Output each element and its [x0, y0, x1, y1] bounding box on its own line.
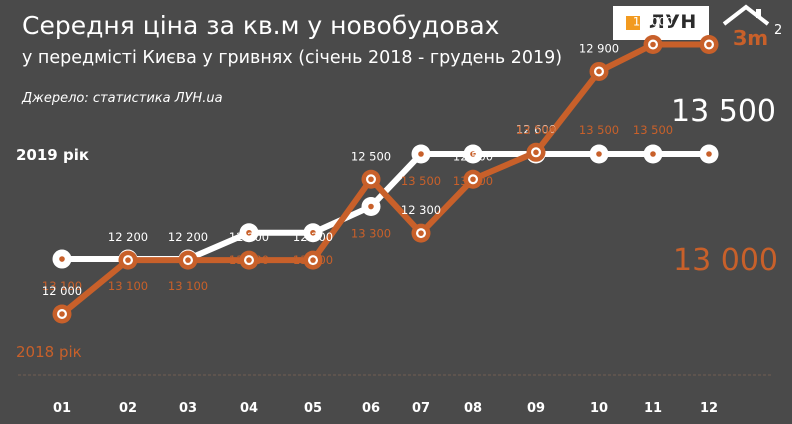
series-line	[59, 41, 712, 317]
m2-logo: Зm 2	[722, 4, 782, 48]
data-label: 13 300	[351, 227, 391, 241]
data-label: 13 100	[108, 279, 148, 293]
data-point-core	[706, 151, 712, 157]
data-point-core	[470, 151, 476, 157]
data-label: 13 500	[633, 123, 673, 137]
data-label: 12 900	[579, 41, 619, 55]
lun-logo-square-icon	[626, 16, 640, 30]
series-name-2018: 2018 рік	[16, 343, 82, 361]
data-point-core	[368, 176, 374, 183]
x-tick-label: 06	[362, 401, 380, 416]
data-point-core	[596, 68, 602, 75]
x-tick-label: 07	[412, 401, 430, 416]
x-tick-label: 02	[119, 401, 137, 416]
data-point-core	[418, 151, 424, 157]
end-value-2019: 13 500	[671, 94, 776, 129]
data-label: 12 300	[401, 203, 441, 217]
data-point-core	[246, 257, 252, 263]
x-tick-label: 08	[464, 401, 482, 416]
x-tick-label: 05	[304, 401, 322, 416]
data-point-core	[368, 203, 374, 210]
data-label: 13 100	[42, 279, 82, 293]
lun-logo: ЛУН	[613, 6, 709, 40]
data-label: 12 500	[351, 149, 391, 163]
end-value-2018: 13 000	[673, 243, 778, 278]
data-point-core	[650, 151, 656, 157]
x-tick-label: 09	[527, 401, 545, 416]
data-point-core	[246, 229, 252, 236]
data-point-core	[706, 41, 712, 48]
data-point-core	[59, 311, 65, 317]
chart-title: Середня ціна за кв.м у новобудовах	[22, 11, 500, 40]
data-point-core	[125, 257, 131, 263]
series-line	[59, 151, 712, 263]
data-point-core	[59, 256, 65, 262]
data-label: 12 200	[108, 230, 148, 244]
m2-logo-text: Зm	[733, 26, 768, 48]
data-point-core	[533, 149, 539, 156]
m2-logo-sup: 2	[774, 23, 782, 38]
data-point-core	[310, 257, 316, 263]
data-label: 12 200	[293, 230, 333, 244]
data-label: 13 500	[516, 123, 556, 137]
data-label: 13 500	[579, 123, 619, 137]
data-point-core	[470, 176, 476, 183]
data-label: 13 000	[633, 15, 673, 29]
x-tick-label: 03	[179, 401, 197, 416]
data-label: 13 100	[168, 279, 208, 293]
data-point-core	[418, 230, 424, 236]
data-label: 12 000	[42, 284, 82, 298]
data-point-core	[650, 41, 656, 48]
x-tick-label: 01	[53, 401, 71, 416]
source-note: Джерело: статистика ЛУН.ua	[22, 91, 223, 106]
data-label: 12 200	[229, 230, 269, 244]
lun-logo-text: ЛУН	[649, 11, 697, 33]
x-tick-label: 04	[240, 401, 258, 416]
data-point-core	[185, 257, 191, 263]
m2-logo-chimney-icon	[756, 9, 761, 18]
x-tick-label: 11	[644, 401, 662, 416]
chart-subtitle: у передмісті Києва у гривнях (січень 201…	[22, 48, 563, 68]
data-label: 12 200	[168, 230, 208, 244]
data-label: 13 500	[401, 174, 441, 188]
data-point-core	[596, 151, 602, 157]
x-tick-label: 12	[700, 401, 718, 416]
m2-logo-roof-icon	[722, 4, 770, 26]
series-name-2019: 2019 рік	[16, 146, 89, 164]
data-label: 12 600	[516, 122, 556, 136]
data-label: 12 500	[453, 149, 493, 163]
data-point-core	[310, 229, 316, 236]
x-tick-label: 10	[590, 401, 608, 416]
